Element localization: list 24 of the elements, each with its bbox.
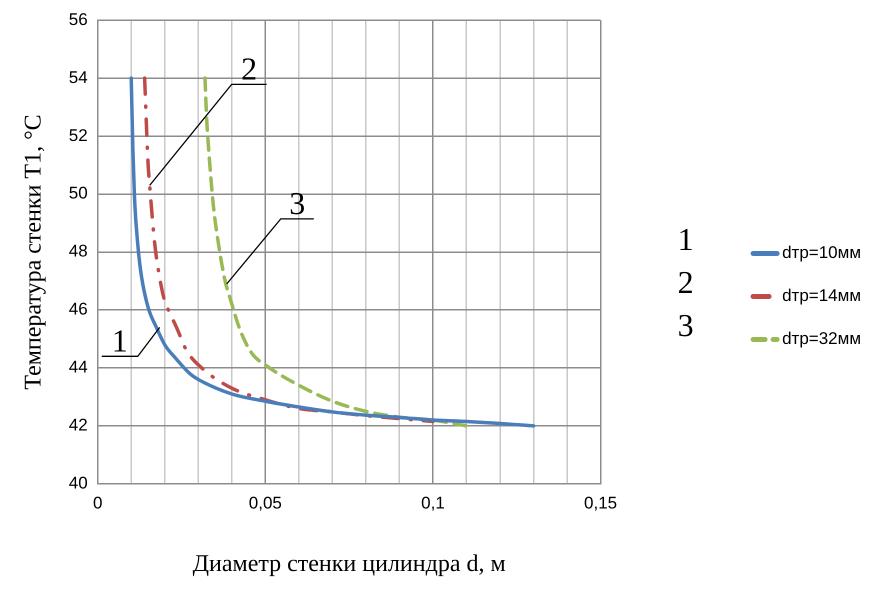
x-tick-label: 0,05	[248, 494, 282, 513]
y-tick-label: 56	[68, 10, 88, 29]
text: 2	[678, 264, 694, 300]
legend-label: dтр=14мм	[782, 286, 862, 306]
y-tick-label: 48	[68, 242, 88, 261]
y-tick-label: 52	[68, 126, 88, 145]
legend-label: dтр=32мм	[782, 329, 862, 348]
y-tick-label: 44	[68, 358, 88, 377]
x-tick-label: 0,15	[584, 494, 618, 513]
x-tick-label: 0,1	[421, 494, 445, 513]
annotation: 3	[289, 184, 306, 221]
text: 1	[678, 220, 694, 257]
y-tick-label: 42	[68, 416, 88, 435]
x-tick-label: 0	[92, 494, 102, 513]
y-tick-label: 50	[68, 184, 88, 203]
text: 3	[678, 306, 694, 343]
annotation: 1	[112, 322, 128, 358]
x-axis-title: Диаметр стенки цилиндра d, м	[192, 550, 506, 577]
annotation: 2	[241, 50, 258, 86]
y-tick-label: 46	[68, 300, 88, 319]
y-tick-label: 54	[68, 68, 88, 87]
y-axis-title: Температура стенки T1, °C	[20, 114, 47, 390]
legend-label: dтр=10мм	[782, 243, 862, 262]
y-tick-label: 40	[68, 473, 88, 492]
